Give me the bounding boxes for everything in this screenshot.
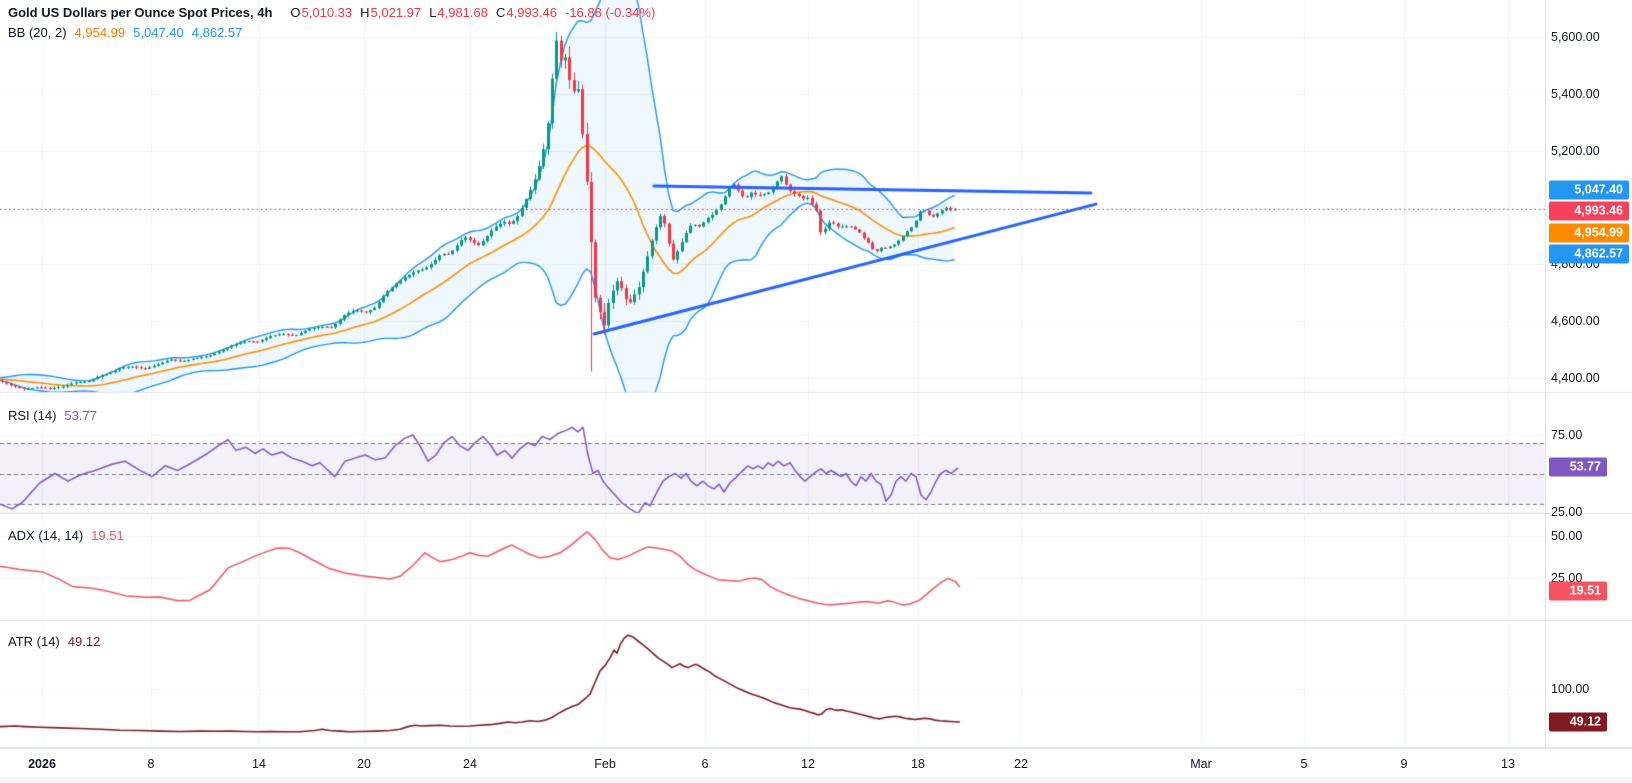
bb-lower-value: 4,862.57 — [191, 25, 243, 40]
rsi-value: 53.77 — [64, 408, 97, 423]
high-value: 5,021.97 — [370, 5, 422, 20]
rsi-label: RSI (14) — [8, 408, 57, 423]
time-axis[interactable] — [0, 748, 1632, 783]
price-axis[interactable] — [1545, 0, 1632, 748]
atr-legend: ATR (14) 49.12 — [8, 634, 100, 649]
open-value: 5,010.33 — [301, 5, 353, 20]
bb-upper-value: 5,047.40 — [133, 25, 184, 40]
adx-value: 19.51 — [91, 528, 124, 543]
high-label: H — [360, 5, 370, 20]
symbol-ohlc-row: Gold US Dollars per Ounce Spot Prices, 4… — [8, 3, 655, 23]
low-value: 4,981.68 — [437, 5, 488, 20]
adx-legend: ADX (14, 14) 19.51 — [8, 528, 124, 543]
open-label: O — [290, 5, 301, 20]
bollinger-legend-row: BB (20, 2) 4,954.99 5,047.40 4,862.57 — [8, 23, 655, 43]
symbol-title: Gold US Dollars per Ounce Spot Prices, 4… — [8, 5, 273, 20]
change-value: -16.88 (-0.34%) — [564, 5, 656, 20]
adx-label: ADX (14, 14) — [8, 528, 84, 543]
close-label: C — [495, 5, 506, 20]
rsi-legend: RSI (14) 53.77 — [8, 408, 97, 423]
bb-label: BB (20, 2) — [8, 25, 67, 40]
atr-label: ATR (14) — [8, 634, 60, 649]
bb-basis-value: 4,954.99 — [74, 25, 126, 40]
main-chart-legend: Gold US Dollars per Ounce Spot Prices, 4… — [8, 3, 655, 43]
low-label: L — [429, 5, 437, 20]
atr-value: 49.12 — [67, 634, 101, 649]
close-value: 4,993.46 — [506, 5, 557, 20]
